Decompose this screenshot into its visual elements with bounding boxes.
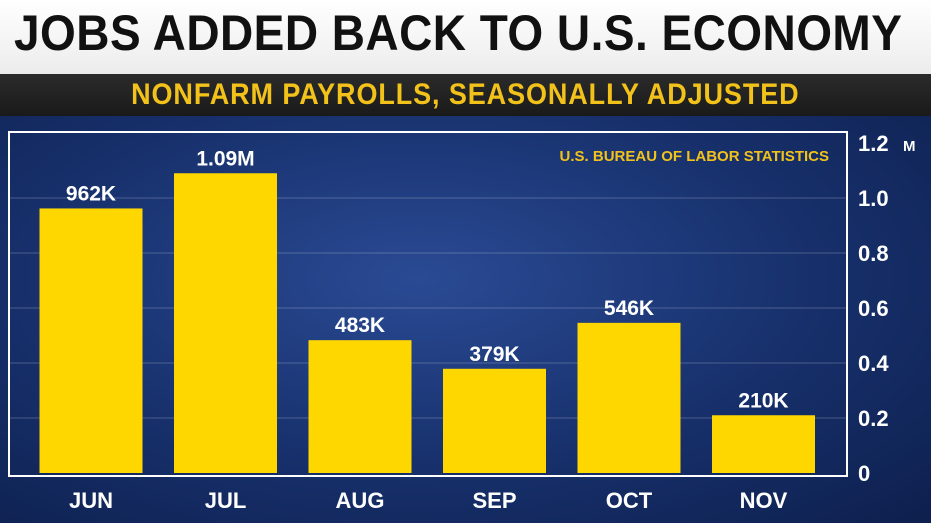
x-axis-ticks: JUN JUL AUG SEP OCT NOV — [69, 488, 788, 513]
y-axis-ticks: 0 0.2 0.4 0.6 0.8 1.0 1.2 M — [858, 131, 916, 486]
x-tick-label-nov: NOV — [740, 488, 788, 513]
y-tick-label: 1.2 — [858, 131, 889, 156]
y-tick-label: 0.2 — [858, 406, 889, 431]
bar-jun — [39, 208, 143, 473]
x-tick-label-aug: AUG — [336, 488, 385, 513]
bar-nov — [712, 415, 815, 473]
data-label-oct: 546K — [604, 297, 654, 320]
x-tick-label-oct: OCT — [606, 488, 653, 513]
y-tick-label: 0.4 — [858, 351, 889, 376]
source-annotation: U.S. BUREAU OF LABOR STATISTICS — [560, 148, 829, 165]
bar-oct — [577, 322, 681, 473]
data-label-aug: 483K — [335, 314, 385, 337]
bar-aug — [308, 340, 412, 473]
x-tick-label-sep: SEP — [472, 488, 516, 513]
chart-subtitle: NONFARM PAYROLLS, SEASONALLY ADJUSTED — [131, 78, 800, 111]
bar-jul — [174, 173, 277, 473]
data-label-jul: 1.09M — [196, 147, 254, 170]
bar-chart: 962K 1.09M 483K 379K 546K 210K 0 0.2 0.4 0.6 0.8 1… — [8, 131, 916, 513]
plot-frame — [8, 131, 848, 477]
bars — [39, 173, 815, 473]
data-label-nov: 210K — [738, 389, 788, 412]
data-label-sep: 379K — [469, 343, 519, 366]
chart-headline: JOBS ADDED BACK TO U.S. ECONOMY — [14, 5, 903, 61]
data-label-jun: 962K — [66, 182, 116, 205]
y-unit-label: M — [903, 138, 916, 155]
y-tick-label: 0.8 — [858, 241, 889, 266]
gridlines — [9, 197, 847, 419]
y-tick-label: 1.0 — [858, 186, 889, 211]
data-labels: 962K 1.09M 483K 379K 546K 210K — [66, 147, 789, 412]
y-tick-label: 0 — [858, 461, 870, 486]
chart-panel: 962K 1.09M 483K 379K 546K 210K 0 0.2 0.4 0.6 0.8 1… — [0, 116, 931, 523]
y-tick-label: 0.6 — [858, 296, 889, 321]
subtitle-bar: NONFARM PAYROLLS, SEASONALLY ADJUSTED — [0, 74, 931, 116]
x-tick-label-jul: JUL — [205, 488, 247, 513]
x-tick-label-jun: JUN — [69, 488, 113, 513]
headline-bar: JOBS ADDED BACK TO U.S. ECONOMY — [0, 0, 931, 74]
bar-sep — [443, 368, 546, 473]
